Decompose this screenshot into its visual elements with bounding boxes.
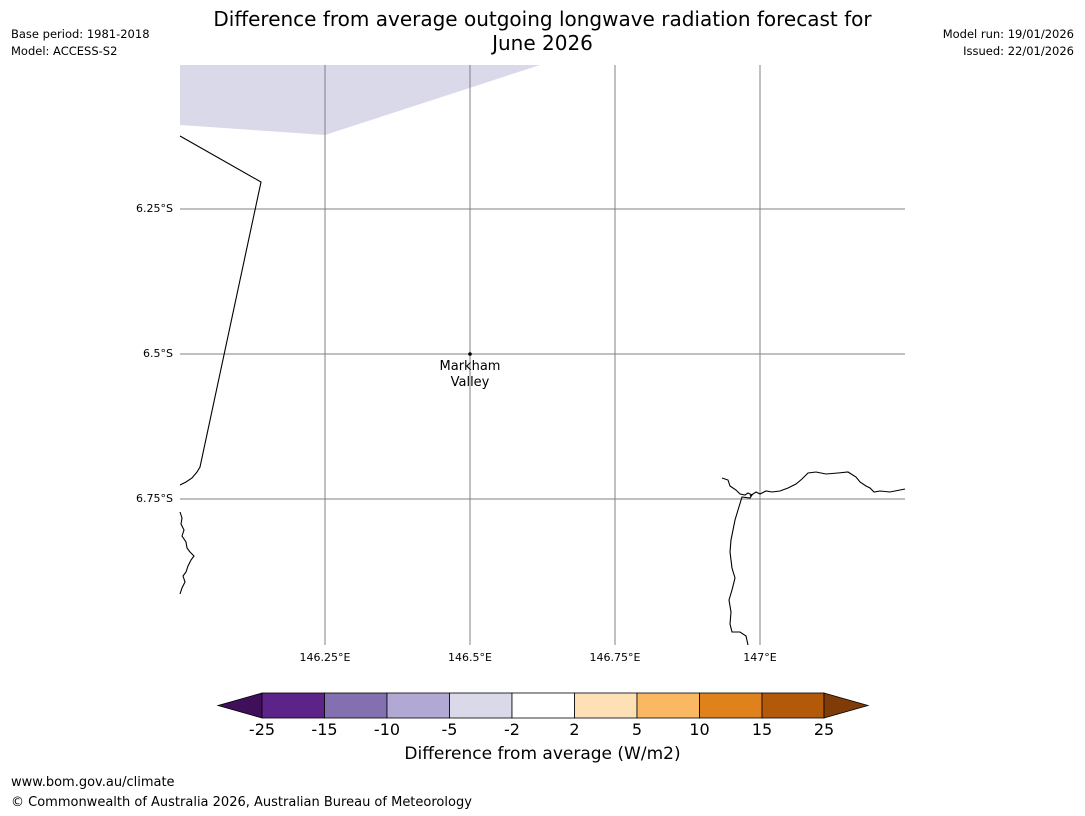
model-run-text: Model run: 19/01/2026 [942,27,1074,41]
colorbar-tick-label: 10 [689,720,710,739]
colorbar-bin-10-15 [699,692,763,719]
lat-tick-label: 6.25°S [136,202,173,215]
colorbar-bin-neg25-neg15 [261,692,325,719]
markham-valley-marker [468,352,472,356]
colorbar-tick-label: -15 [311,720,338,739]
issued-text: Issued: 22/01/2026 [963,44,1074,58]
map-title: Difference from average outgoing longwav… [180,7,905,55]
colorbar-high-extension [823,692,870,719]
model-text: Model: ACCESS-S2 [11,44,118,58]
lon-tick-label: 146.75°E [589,651,641,664]
boundary-line-west [179,135,262,486]
lon-tick-label: 147°E [743,651,777,664]
colorbar-tick-label: 15 [751,720,773,739]
lon-tick-label: 146.5°E [448,651,492,664]
place-label-line-1: Markham [439,359,501,374]
colorbar-bin-2-5 [574,692,638,719]
lon-tick-label: 146.25°E [299,651,351,664]
colorbar-tick-label: -10 [373,720,401,739]
colorbar-bin-15-25 [761,692,825,719]
colorbar-tick-label: 2 [569,720,580,739]
coastline-southwest [179,511,195,595]
title-line-1: Difference from average outgoing longwav… [213,7,872,31]
base-period-text: Base period: 1981-2018 [11,27,150,41]
anomaly-region [180,65,540,135]
coastline-southeast [721,477,753,646]
lat-tick-label: 6.75°S [136,492,173,505]
colorbar-bin-neg10-neg5 [386,692,450,719]
colorbar [216,692,870,719]
colorbar-low-extension [216,692,263,719]
colorbar-bin-neg15-neg10 [324,692,388,719]
lat-tick-label: 6.5°S [143,347,173,360]
footer-copyright: © Commonwealth of Australia 2026, Austra… [11,795,472,810]
colorbar-title: Difference from average (W/m2) [404,744,681,764]
colorbar-tick-label: -25 [248,720,276,739]
colorbar-bin-neg2-2 [511,692,575,719]
colorbar-bin-5-10 [636,692,700,719]
graticule [180,65,905,645]
colorbar-tick-label: 25 [813,720,835,739]
coastline-east [749,471,906,497]
colorbar-tick-label: -2 [504,720,520,739]
place-label-markham-valley: Markham Valley [420,359,520,391]
colorbar-tick-label: 5 [631,720,643,739]
title-line-2: June 2026 [492,31,593,55]
colorbar-tick-label: -5 [441,720,458,739]
colorbar-bin-neg5-neg2 [449,692,513,719]
footer-url: www.bom.gov.au/climate [11,775,175,790]
place-label-line-2: Valley [450,375,490,390]
